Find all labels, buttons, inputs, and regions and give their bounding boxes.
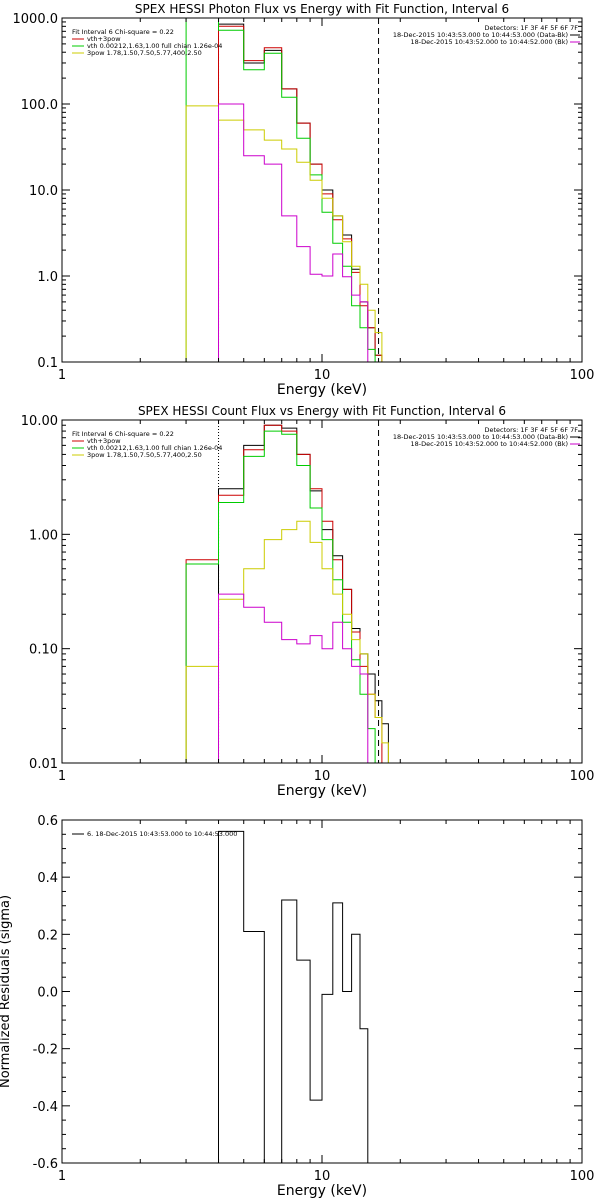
y-axis-label: Normalized Residuals (sigma)	[0, 895, 13, 1088]
legend-top-right: Detectors: 1F 3F 4F 5F 6F 7F18-Dec-2015 …	[393, 24, 580, 46]
x-tick-label: 100	[570, 1169, 595, 1184]
x-tick-label: 1	[58, 769, 66, 784]
series-vth-3pow	[218, 25, 383, 362]
legend-header: Detectors: 1F 3F 4F 5F 6F 7F	[484, 426, 578, 434]
x-tick-label: 100	[570, 769, 595, 784]
y-tick-label: 0.2	[37, 928, 58, 943]
legend-bottom-left: Fit Interval 6 Chi-square = 0.22vth+3pow…	[72, 430, 222, 459]
legend-header: Detectors: 1F 3F 4F 5F 6F 7F	[484, 24, 578, 32]
legend-header: Fit Interval 6 Chi-square = 0.22	[72, 28, 174, 36]
legend-top-left: 6. 18-Dec-2015 10:43:53.000 to 10:44:53.…	[72, 830, 237, 838]
legend-entry: 3pow 1.78,1.50,7.50,5.77,400,2.50	[87, 49, 202, 57]
y-tick-label: 100.0	[21, 98, 58, 113]
x-tick-label: 1	[58, 368, 66, 383]
legend-top-right: Detectors: 1F 3F 4F 5F 6F 7F18-Dec-2015 …	[393, 426, 580, 448]
chart-panel-1: SPEX HESSI Photon Flux vs Energy with Fi…	[13, 2, 595, 398]
y-tick-label: 1.00	[29, 528, 58, 543]
x-tick-label: 10	[314, 368, 331, 383]
x-axis-label: Energy (keV)	[277, 382, 367, 398]
legend-entry: 18-Dec-2015 10:43:53.000 to 10:44:53.000…	[393, 433, 568, 441]
legend-entry: 6. 18-Dec-2015 10:43:53.000 to 10:44:53.…	[87, 830, 237, 838]
legend-header: Fit Interval 6 Chi-square = 0.22	[72, 430, 174, 438]
x-axis-label: Energy (keV)	[277, 1183, 367, 1199]
x-tick-label: 10	[314, 1169, 331, 1184]
series-6-18-dec-2015-10-43-53-000-to-10-44-53-000	[218, 830, 379, 1163]
series-bk	[218, 593, 369, 763]
y-tick-label: 0.1	[37, 356, 58, 371]
plot-frame	[61, 819, 583, 1164]
y-tick-label: 0.0	[37, 986, 58, 1001]
y-tick-label: 1.0	[37, 270, 58, 285]
chart-panel-2: SPEX HESSI Count Flux vs Energy with Fit…	[21, 404, 595, 799]
series-group	[185, 424, 389, 763]
series-vth	[185, 430, 376, 763]
series-data-bk	[218, 23, 383, 362]
y-tick-label: 10.00	[21, 414, 58, 429]
x-tick-label: 1	[58, 1169, 66, 1184]
y-tick-label: -0.6	[33, 1157, 58, 1172]
x-tick-label: 100	[570, 368, 595, 383]
legend-entry: 18-Dec-2015 10:43:53.000 to 10:44:53.000…	[393, 31, 568, 39]
legend-entry: vth+3pow	[87, 437, 121, 445]
y-tick-label: 0.10	[29, 643, 58, 658]
series-3pow	[185, 105, 389, 362]
y-tick-label: 0.6	[37, 814, 58, 829]
legend-entry: 3pow 1.78,1.50,7.50,5.77,400,2.50	[87, 451, 202, 459]
series-3pow	[185, 520, 389, 763]
y-tick-label: -0.2	[33, 1043, 58, 1058]
y-tick-label: 10.0	[29, 184, 58, 199]
series-vth	[185, 18, 382, 362]
series-bk	[218, 103, 369, 362]
plot-frame	[61, 419, 583, 764]
legend-entry: vth 0.00212,1.63,1.00 full chian 1.26e-0…	[87, 444, 222, 452]
y-tick-label: 0.01	[29, 757, 58, 772]
series-group	[185, 18, 389, 362]
legend-entry: vth 0.00212,1.63,1.00 full chian 1.26e-0…	[87, 42, 222, 50]
x-axis-label: Energy (keV)	[277, 783, 367, 799]
x-tick-label: 10	[314, 769, 331, 784]
chart-title: SPEX HESSI Photon Flux vs Energy with Fi…	[135, 2, 509, 16]
y-tick-label: 0.4	[37, 871, 58, 886]
series-group	[218, 830, 379, 1163]
chart-panel-3: 1 10 100 Energy (keV) -0.6 -0.4 -0.2 0.0 0.2 0.4 0…	[0, 814, 594, 1199]
y-tick-label: -0.4	[33, 1100, 58, 1115]
series-vth-3pow	[185, 424, 383, 763]
legend-entry: 18-Dec-2015 10:43:52.000 to 10:44:52.000…	[411, 440, 569, 448]
legend-bottom-left: Fit Interval 6 Chi-square = 0.22vth+3pow…	[72, 28, 222, 57]
chart-title: SPEX HESSI Count Flux vs Energy with Fit…	[138, 404, 506, 418]
y-tick-label: 1000.0	[13, 12, 59, 27]
legend-entry: vth+3pow	[87, 35, 121, 43]
legend-entry: 18-Dec-2015 10:43:52.000 to 10:44:52.000…	[411, 38, 569, 46]
